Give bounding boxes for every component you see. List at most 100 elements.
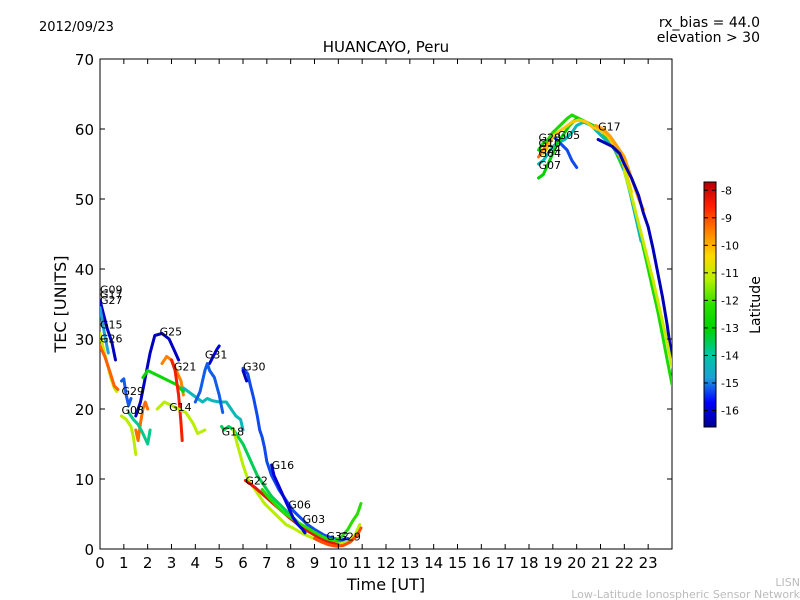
series-g08c [127, 411, 152, 446]
x-tick-label: 0 [95, 554, 105, 572]
sat-label-g26: G26 [100, 333, 123, 346]
x-tick-label: 8 [286, 554, 296, 572]
sat-label-g21: G21 [174, 361, 197, 374]
series-g09 [100, 299, 117, 362]
colorbar-ticks: -8 -9 -10 -11 -12 -13 -14 -15 -16 [704, 184, 739, 417]
colorbar: -8 -9 -10 -11 -12 -13 -14 -15 -16 Latitude [703, 181, 764, 428]
series-g27 [100, 306, 110, 355]
sat-label-g04: G04 [539, 147, 562, 160]
sat-label-g29: G29 [122, 385, 145, 398]
x-tick-label: 10 [329, 554, 348, 572]
y-tick-label: 50 [75, 191, 94, 209]
x-tick-label: 16 [472, 554, 491, 572]
rx-bias-label: rx_bias = 44.0 [659, 15, 760, 31]
series-g08a [120, 414, 138, 456]
sat-label-g18: G18 [222, 426, 245, 439]
x-tick-label: 13 [400, 554, 419, 572]
sat-label-g03: G03 [303, 513, 326, 526]
x-tick-label: 17 [496, 554, 515, 572]
series-g14b [181, 386, 245, 432]
sat-label-g17: G17 [598, 120, 621, 133]
colorbar-tick-label: -12 [721, 294, 739, 307]
x-tick-label: 15 [448, 554, 467, 572]
x-tick-label: 19 [543, 554, 562, 572]
y-tick-label: 60 [75, 121, 94, 139]
y-axis-label: TEC [UNITS] [51, 256, 70, 354]
chart-title: HUANCAYO, Peru [323, 38, 449, 56]
sat-label-g28: G28 [539, 132, 562, 145]
sat-label-g07: G07 [539, 159, 562, 172]
x-tick-label: 2 [143, 554, 153, 572]
series-g17c [622, 169, 672, 369]
series-g14 [155, 400, 207, 435]
series-g31 [208, 344, 221, 365]
sat-label-g30: G30 [243, 361, 266, 374]
x-tick-label: 1 [119, 554, 129, 572]
series-g25 [134, 331, 181, 418]
y-tick-label: 10 [75, 471, 94, 489]
sat-label-g05: G05 [558, 129, 581, 142]
series-g29 [120, 377, 133, 407]
sat-label-g27: G27 [100, 294, 123, 307]
colorbar-tick-label: -10 [721, 239, 739, 252]
sat-label-g06: G06 [288, 498, 311, 511]
colorbar-tick-label: -13 [721, 322, 739, 335]
colorbar-gradient [703, 181, 717, 428]
sat-label-g31: G31 [205, 349, 228, 362]
sat-label-g32: G32 [326, 530, 349, 543]
plot-area: G09G17G27G15G26G29G08G25G21G14G31G30G18G… [75, 51, 673, 572]
x-tick-label: 12 [376, 554, 395, 572]
colorbar-tick-label: -14 [721, 349, 739, 362]
x-tick-label: 7 [262, 554, 272, 572]
x-tick-label: 14 [424, 554, 443, 572]
sat-label-g14: G14 [169, 401, 192, 414]
series-g21b [170, 358, 184, 442]
series-g30b [241, 369, 249, 383]
x-tick-label: 20 [567, 554, 586, 572]
y-tick-label: 30 [75, 331, 94, 349]
x-tick-label: 11 [353, 554, 372, 572]
colorbar-tick-label: -11 [721, 267, 739, 280]
series-g08b [134, 400, 150, 442]
footer-network: Low-Latitude Ionospheric Sensor Network [571, 588, 800, 600]
plot-frame [99, 58, 673, 550]
colorbar-tick-label: -9 [721, 212, 732, 225]
series-g03 [270, 463, 307, 535]
colorbar-tick-label: -8 [721, 184, 732, 197]
x-tick-label: 6 [238, 554, 248, 572]
sat-label-g08: G08 [122, 404, 145, 417]
satellite-labels: G09G17G27G15G26G29G08G25G21G14G31G30G18G… [100, 120, 621, 543]
date-label: 2012/09/23 [39, 20, 114, 35]
series-g31b [193, 362, 225, 414]
x-tick-label: 4 [191, 554, 201, 572]
x-tick-label: 22 [615, 554, 634, 572]
elevation-label: elevation > 30 [657, 30, 760, 46]
series-layer [100, 113, 672, 548]
x-tick-label: 21 [591, 554, 610, 572]
x-tick-label: 5 [214, 554, 224, 572]
sat-label-g10: G10 [539, 137, 562, 150]
y-tick-label: 20 [75, 401, 94, 419]
sat-label-g17: G17 [100, 288, 123, 301]
colorbar-tick-label: -16 [721, 404, 739, 417]
series-g26 [100, 344, 120, 391]
sat-label-g29: G29 [338, 531, 361, 544]
series-g30 [241, 366, 350, 542]
series-g32 [313, 526, 363, 548]
y-tick-label: 70 [75, 51, 94, 69]
x-tick-label: 3 [167, 554, 177, 572]
x-tick-label: 18 [519, 554, 538, 572]
colorbar-tick-label: -15 [721, 377, 739, 390]
sat-label-g09: G09 [100, 284, 123, 297]
footer-lisn: LISN [775, 576, 800, 589]
sat-label-g16: G16 [272, 459, 295, 472]
sat-label-g22: G22 [245, 475, 268, 488]
x-axis-label: Time [UT] [346, 575, 425, 594]
series-g17b [596, 138, 672, 362]
axis-ticks: 0 1 2 3 4 5 6 7 8 9 10 11 12 13 14 15 16 17 18 19 20 21 22 2301… [75, 51, 672, 572]
x-tick-label: 9 [310, 554, 320, 572]
sat-label-g24: G24 [539, 143, 562, 156]
sat-label-g25: G25 [160, 326, 183, 339]
colorbar-label: Latitude [748, 276, 764, 334]
